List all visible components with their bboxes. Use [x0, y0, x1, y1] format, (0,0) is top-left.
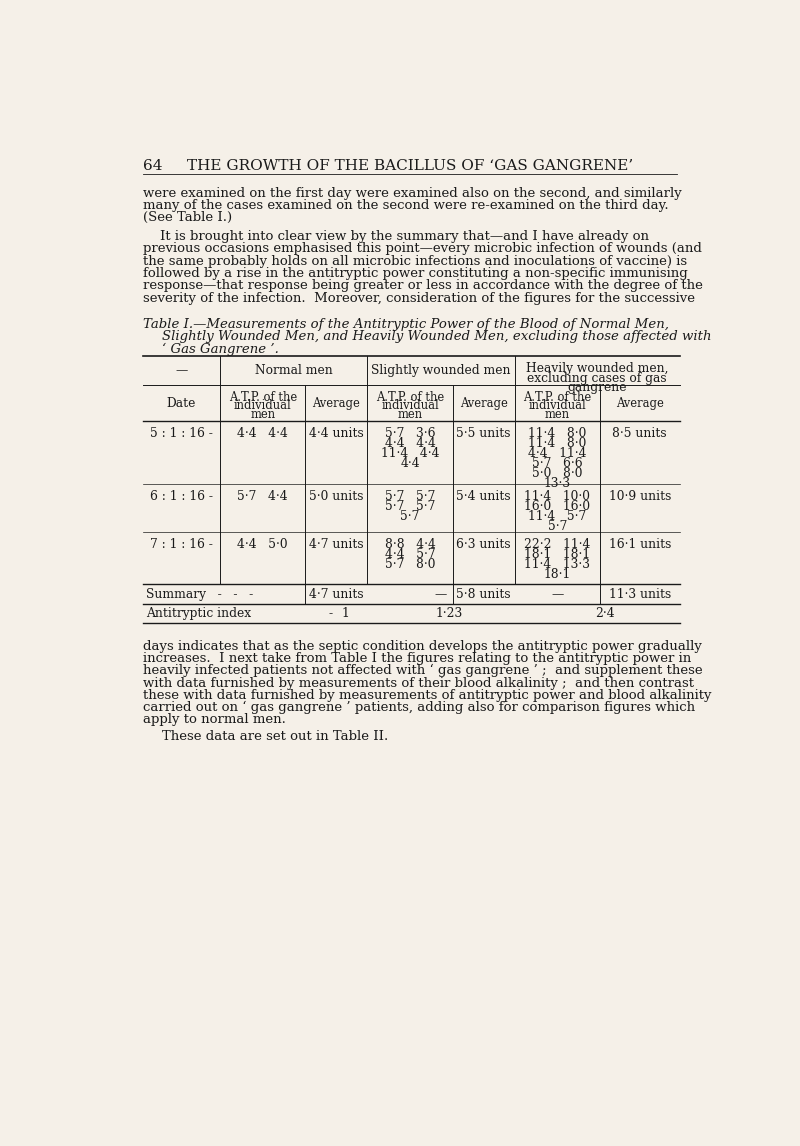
Text: -: - [328, 607, 332, 620]
Text: 5 : 1 : 16 -: 5 : 1 : 16 - [150, 427, 213, 440]
Text: 18·1: 18·1 [544, 568, 571, 581]
Text: 2·4: 2·4 [595, 607, 614, 620]
Text: individual: individual [528, 399, 586, 413]
Text: It is brought into clear view by the summary that—and I have already on: It is brought into clear view by the sum… [142, 230, 649, 243]
Text: Table I.—Measurements of the Antitryptic Power of the Blood of Normal Men,: Table I.—Measurements of the Antitryptic… [142, 317, 669, 331]
Text: 4·7 units: 4·7 units [309, 588, 364, 601]
Text: the same probably holds on all microbic infections and inoculations of vaccine) : the same probably holds on all microbic … [142, 254, 686, 267]
Text: with data furnished by measurements of their blood alkalinity ;  and then contra: with data furnished by measurements of t… [142, 676, 694, 690]
Text: many of the cases examined on the second were re-examined on the third day.: many of the cases examined on the second… [142, 199, 668, 212]
Text: Date: Date [166, 397, 196, 409]
Text: heavily infected patients not affected with ‘ gas gangrene ’ ;  and supplement t: heavily infected patients not affected w… [142, 665, 702, 677]
Text: —: — [175, 364, 187, 377]
Text: previous occasions emphasised this point—every microbic infection of wounds (and: previous occasions emphasised this point… [142, 242, 702, 256]
Text: these with data furnished by measurements of antitryptic power and blood alkalin: these with data furnished by measurement… [142, 689, 711, 701]
Text: THE GROWTH OF THE BACILLUS OF ‘GAS GANGRENE’: THE GROWTH OF THE BACILLUS OF ‘GAS GANGR… [187, 159, 633, 173]
Text: 11·4   8·0: 11·4 8·0 [528, 427, 586, 440]
Text: —: — [435, 588, 447, 601]
Text: 5·7   6·6: 5·7 6·6 [532, 457, 582, 470]
Text: 5·7   4·4: 5·7 4·4 [238, 490, 288, 503]
Text: 5·7: 5·7 [400, 510, 420, 524]
Text: increases.  I next take from Table I the figures relating to the antitryptic pow: increases. I next take from Table I the … [142, 652, 691, 665]
Text: 13·3: 13·3 [544, 477, 571, 490]
Text: 5·5 units: 5·5 units [456, 427, 511, 440]
Text: 4·4   11·4: 4·4 11·4 [528, 447, 586, 460]
Text: 6·3 units: 6·3 units [456, 537, 511, 551]
Text: —: — [551, 588, 563, 601]
Text: men: men [398, 408, 422, 421]
Text: Slightly wounded men: Slightly wounded men [371, 364, 510, 377]
Text: 1·23: 1·23 [435, 607, 462, 620]
Text: men: men [250, 408, 275, 421]
Text: Summary   -   -   -: Summary - - - [146, 588, 254, 601]
Text: 16·0   16·0: 16·0 16·0 [524, 500, 590, 513]
Text: Slightly Wounded Men, and Heavily Wounded Men, excluding those affected with: Slightly Wounded Men, and Heavily Wounde… [162, 330, 711, 343]
Text: 4·4   5·7: 4·4 5·7 [385, 548, 435, 560]
Text: 11·4   8·0: 11·4 8·0 [528, 437, 586, 450]
Text: A.T.P. of the: A.T.P. of the [229, 391, 297, 403]
Text: 4·7 units: 4·7 units [309, 537, 364, 551]
Text: 11·4   5·7: 11·4 5·7 [528, 510, 586, 524]
Text: gangrene: gangrene [567, 380, 627, 394]
Text: 7 : 1 : 16 -: 7 : 1 : 16 - [150, 537, 213, 551]
Text: severity of the infection.  Moreover, consideration of the figures for the succe: severity of the infection. Moreover, con… [142, 291, 694, 305]
Text: A.T.P. of the: A.T.P. of the [376, 391, 444, 403]
Text: Average: Average [313, 397, 360, 409]
Text: were examined on the first day were examined also on the second, and similarly: were examined on the first day were exam… [142, 187, 682, 199]
Text: Heavily wounded men,: Heavily wounded men, [526, 362, 669, 376]
Text: 11·4   10·0: 11·4 10·0 [524, 490, 590, 503]
Text: 5·7   5·7: 5·7 5·7 [385, 500, 435, 513]
Text: 11·4   13·3: 11·4 13·3 [524, 558, 590, 571]
Text: individual: individual [381, 399, 439, 413]
Text: Antitryptic index: Antitryptic index [146, 607, 252, 620]
Text: ‘ Gas Gangrene ’.: ‘ Gas Gangrene ’. [162, 343, 279, 355]
Text: Average: Average [616, 397, 664, 409]
Text: 4·4: 4·4 [400, 457, 420, 470]
Text: 6 : 1 : 16 -: 6 : 1 : 16 - [150, 490, 213, 503]
Text: 64: 64 [142, 159, 162, 173]
Text: 5·7: 5·7 [547, 520, 567, 533]
Text: 5·0 units: 5·0 units [309, 490, 364, 503]
Text: 5·0   8·0: 5·0 8·0 [532, 468, 582, 480]
Text: 8·8   4·4: 8·8 4·4 [385, 537, 435, 551]
Text: 5·4 units: 5·4 units [456, 490, 511, 503]
Text: men: men [545, 408, 570, 421]
Text: These data are set out in Table II.: These data are set out in Table II. [162, 730, 388, 744]
Text: Normal men: Normal men [255, 364, 333, 377]
Text: Average: Average [460, 397, 507, 409]
Text: followed by a rise in the antitryptic power constituting a non-specific immunisi: followed by a rise in the antitryptic po… [142, 267, 687, 280]
Text: 11·3 units: 11·3 units [609, 588, 671, 601]
Text: apply to normal men.: apply to normal men. [142, 714, 286, 727]
Text: 1: 1 [342, 607, 350, 620]
Text: 5·8 units: 5·8 units [456, 588, 511, 601]
Text: carried out on ‘ gas gangrene ’ patients, adding also for comparison figures whi: carried out on ‘ gas gangrene ’ patients… [142, 701, 694, 714]
Text: response—that response being greater or less in accordance with the degree of th: response—that response being greater or … [142, 280, 702, 292]
Text: 22·2   11·4: 22·2 11·4 [524, 537, 590, 551]
Text: individual: individual [234, 399, 292, 413]
Text: 18·1   18·1: 18·1 18·1 [524, 548, 590, 560]
Text: 5·7   3·6: 5·7 3·6 [385, 427, 435, 440]
Text: days indicates that as the septic condition develops the antitryptic power gradu: days indicates that as the septic condit… [142, 639, 702, 652]
Text: 5·7   5·7: 5·7 5·7 [385, 490, 435, 503]
Text: 16·1 units: 16·1 units [609, 537, 671, 551]
Text: 4·4 units: 4·4 units [309, 427, 364, 440]
Text: 4·4   4·4: 4·4 4·4 [385, 437, 435, 450]
Text: (See Table I.): (See Table I.) [142, 212, 232, 225]
Text: 11·4   4·4: 11·4 4·4 [381, 447, 439, 460]
Text: excluding cases of gas: excluding cases of gas [527, 371, 667, 385]
Text: 10·9 units: 10·9 units [609, 490, 671, 503]
Text: 4·4   5·0: 4·4 5·0 [238, 537, 288, 551]
Text: A.T.P. of the: A.T.P. of the [523, 391, 591, 403]
Text: 5·7   8·0: 5·7 8·0 [385, 558, 435, 571]
Text: 4·4   4·4: 4·4 4·4 [238, 427, 288, 440]
Text: 8·5 units: 8·5 units [613, 427, 667, 440]
